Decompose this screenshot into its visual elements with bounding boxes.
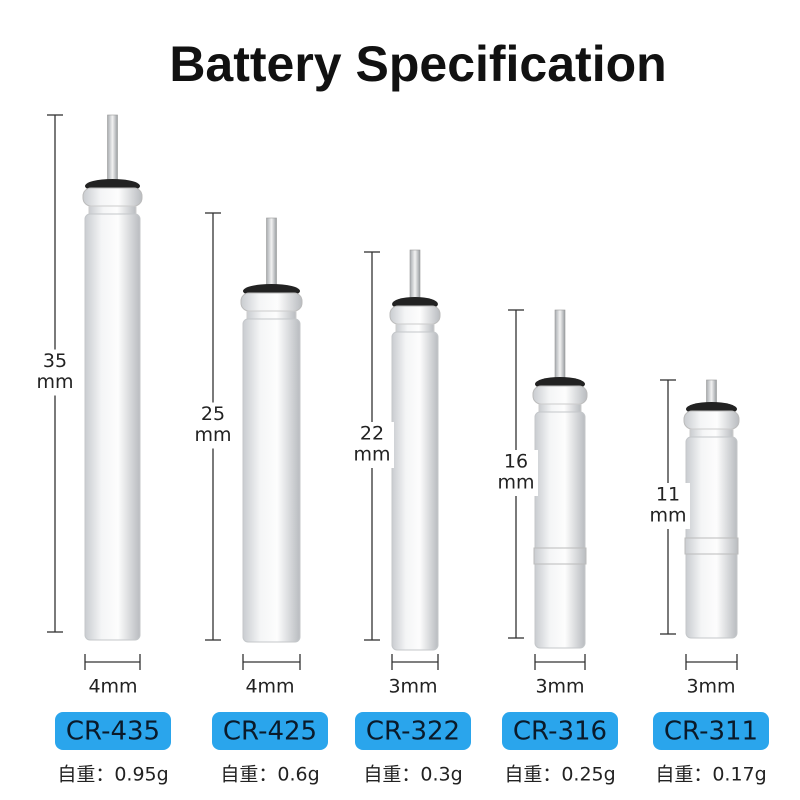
diameter-label: 3mm [535, 676, 584, 698]
battery-pin [554, 309, 566, 384]
length-label: 11 [656, 484, 680, 506]
battery-body [84, 213, 141, 641]
battery-band [533, 547, 587, 565]
label-bg [191, 402, 235, 449]
label-bg [494, 450, 538, 496]
weight-label: 自重：0.95g [57, 764, 168, 786]
label-bg [33, 349, 77, 396]
battery-cap [683, 410, 740, 430]
battery-pin [409, 249, 421, 304]
weight-label: 自重：0.6g [220, 764, 319, 786]
battery-band [684, 537, 739, 555]
battery-pin [266, 217, 277, 291]
battery-cap [82, 187, 143, 207]
length-label: 35 [43, 350, 67, 372]
model-label: CR-322 [366, 717, 460, 747]
battery-cap [389, 305, 441, 325]
model-pill [55, 712, 171, 750]
battery-cap [240, 292, 303, 312]
label-bg [646, 483, 690, 529]
label-bg [350, 422, 394, 468]
diameter-label: 3mm [388, 676, 437, 698]
model-label: CR-435 [66, 717, 160, 747]
weight-label: 自重：0.3g [363, 764, 462, 786]
length-unit: mm [649, 505, 686, 527]
weight-label: 自重：0.25g [504, 764, 615, 786]
diameter-label: 4mm [245, 676, 294, 698]
battery-cap [532, 385, 588, 405]
length-unit: mm [36, 371, 73, 393]
diameter-label: 4mm [88, 676, 137, 698]
model-label: CR-311 [664, 717, 758, 747]
length-label: 22 [360, 423, 384, 445]
length-unit: mm [353, 444, 390, 466]
model-label: CR-316 [513, 717, 607, 747]
model-pill [653, 712, 769, 750]
model-pill [502, 712, 618, 750]
length-unit: mm [497, 472, 534, 494]
length-unit: mm [194, 424, 231, 446]
battery-body [242, 318, 301, 643]
model-label: CR-425 [223, 717, 317, 747]
length-label: 25 [201, 403, 225, 425]
model-pill [212, 712, 328, 750]
battery-pin [107, 114, 118, 186]
weight-label: 自重：0.17g [655, 764, 766, 786]
title: Battery Specification [169, 36, 666, 92]
diameter-label: 3mm [686, 676, 735, 698]
battery-body [534, 411, 586, 649]
battery-body [391, 331, 439, 651]
model-pill [355, 712, 471, 750]
length-label: 16 [504, 451, 528, 473]
